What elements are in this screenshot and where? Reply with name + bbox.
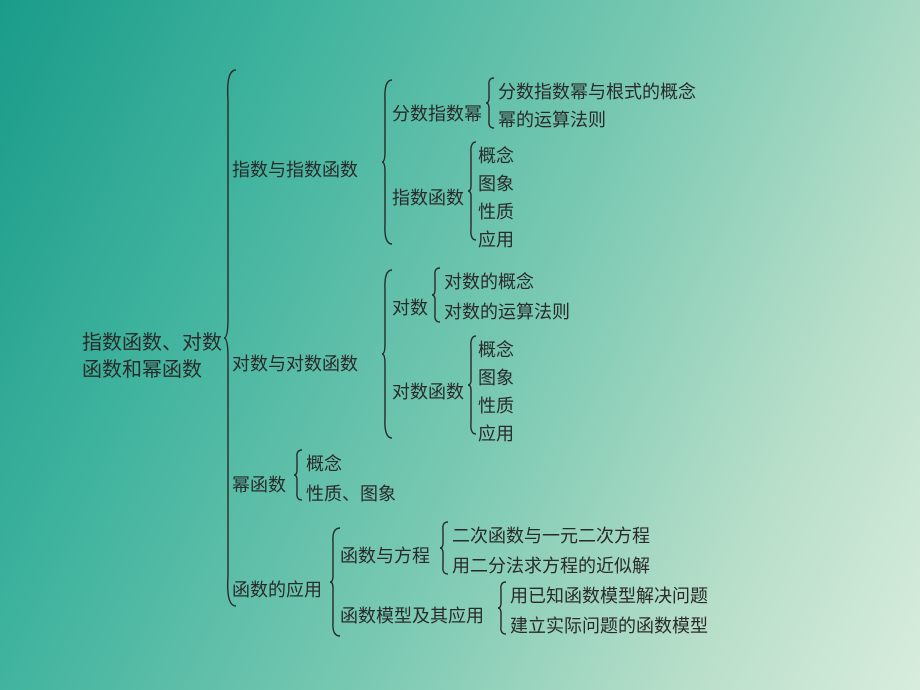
leaf-eqn-0: 二次函数与一元二次方程 [452,524,650,548]
leaf-expfn-2: 性质 [478,200,514,224]
l1-log: 对数与对数函数 [232,352,358,376]
leaf-expfn-0: 概念 [478,144,514,168]
leaf-model-0: 用已知函数模型解决问题 [510,584,708,608]
leaf-logfn-2: 性质 [478,394,514,418]
leaf-logfn-1: 图象 [478,366,514,390]
brace-frac [486,78,496,128]
l1-exp: 指数与指数函数 [232,158,358,182]
leaf-pow-1: 性质、图象 [306,482,396,506]
brace-pow [294,450,304,500]
brace-expfn [468,142,478,240]
leaf-logfn-3: 应用 [478,422,514,446]
leaf-expfn-3: 应用 [478,228,514,252]
log-logfn: 对数函数 [392,380,464,404]
app-model: 函数模型及其应用 [340,604,484,628]
brace-model [498,582,508,634]
log-logc: 对数 [392,296,428,320]
l1-pow: 幂函数 [232,473,286,497]
leaf-pow-0: 概念 [306,452,342,476]
root-line2: 函数和幂函数 [82,359,202,381]
leaf-logc-1: 对数的运算法则 [444,300,570,324]
exp-frac: 分数指数幂 [392,102,482,126]
leaf-logfn-0: 概念 [478,338,514,362]
brace-eqn [440,522,450,574]
leaf-logc-0: 对数的概念 [444,270,534,294]
root-node: 指数函数、对数 函数和幂函数 [82,330,222,384]
brace-logfn [468,336,478,434]
leaf-model-1: 建立实际问题的函数模型 [510,614,708,638]
brace-root [224,70,238,606]
leaf-frac-0: 分数指数幂与根式的概念 [498,80,696,104]
brace-logc [432,268,442,322]
leaf-frac-1: 幂的运算法则 [498,108,606,132]
leaf-eqn-1: 用二分法求方程的近似解 [452,554,650,578]
leaf-expfn-1: 图象 [478,172,514,196]
app-eqn: 函数与方程 [340,544,430,568]
exp-expfn: 指数函数 [392,186,464,210]
root-line1: 指数函数、对数 [82,332,222,354]
l1-app: 函数的应用 [232,578,322,602]
